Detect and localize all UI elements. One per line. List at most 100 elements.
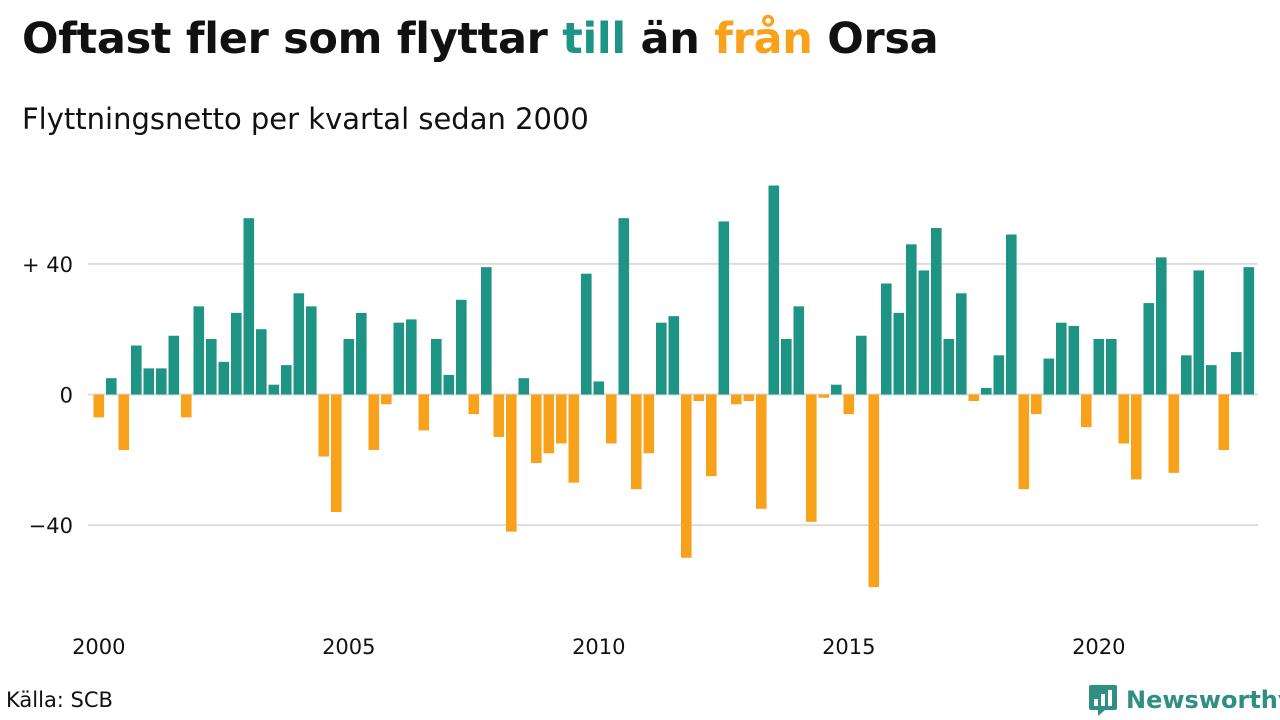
bar <box>618 218 630 395</box>
bar <box>643 394 655 454</box>
bar <box>1056 322 1067 395</box>
bar <box>543 394 555 454</box>
bar <box>1243 267 1255 395</box>
bar <box>156 368 167 395</box>
bar <box>168 335 180 395</box>
bar <box>293 293 305 395</box>
bar <box>693 394 705 402</box>
brand: Newsworthy <box>1088 683 1280 717</box>
bar <box>718 221 730 395</box>
bar <box>1156 257 1167 395</box>
bar <box>1181 355 1192 395</box>
bar <box>1018 394 1030 490</box>
bar <box>906 244 917 395</box>
y-axis-ticks: + 40 0 −40 <box>22 253 73 538</box>
bar <box>968 394 980 402</box>
bar <box>893 312 905 395</box>
bar <box>1106 339 1117 395</box>
bar <box>468 394 480 415</box>
bar <box>431 339 442 395</box>
bar <box>818 394 830 398</box>
bar <box>281 365 292 395</box>
bar <box>331 394 342 513</box>
bar <box>406 319 417 395</box>
bar <box>256 329 267 395</box>
bar <box>106 378 117 395</box>
bar <box>1118 394 1130 444</box>
bar <box>393 322 405 395</box>
bar <box>518 378 530 395</box>
bar <box>1231 352 1242 395</box>
bar <box>181 394 192 418</box>
bar <box>581 273 592 395</box>
bar <box>668 316 680 395</box>
bar <box>1206 365 1217 395</box>
bar <box>381 394 392 405</box>
bar <box>956 293 967 395</box>
bar <box>856 335 867 395</box>
bar <box>456 299 467 395</box>
bar <box>993 355 1005 395</box>
bar <box>843 394 855 415</box>
title-till: till <box>562 14 626 64</box>
bar <box>418 394 430 431</box>
bar <box>493 394 505 437</box>
bar <box>1218 394 1230 450</box>
bar <box>768 185 780 395</box>
bar <box>731 394 742 405</box>
bar <box>531 394 542 464</box>
bar <box>343 339 355 395</box>
bar <box>1143 303 1155 395</box>
bar <box>781 339 792 395</box>
bar <box>1168 394 1180 473</box>
x-tick-label: 2000 <box>72 635 125 659</box>
bar <box>1093 339 1105 395</box>
bar <box>1006 234 1017 395</box>
bar <box>206 339 217 395</box>
bar <box>568 394 580 483</box>
x-tick-label: 2020 <box>1072 635 1125 659</box>
y-tick-label: + 40 <box>22 253 73 277</box>
bar <box>831 384 842 395</box>
title-fran: från <box>714 14 813 64</box>
bar <box>793 306 805 395</box>
bar <box>118 394 130 450</box>
bar <box>656 322 667 395</box>
bar <box>243 218 255 395</box>
bar <box>981 387 992 395</box>
bar <box>1031 394 1042 415</box>
bar <box>506 394 517 532</box>
x-tick-label: 2005 <box>322 635 375 659</box>
brand-name: Newsworthy <box>1126 686 1280 714</box>
y-tick-label: 0 <box>60 384 73 408</box>
bar <box>368 394 380 450</box>
bar <box>481 267 492 395</box>
y-tick-label: −40 <box>29 514 73 538</box>
source-note: Källa: SCB <box>6 688 113 712</box>
bar <box>1043 358 1055 395</box>
bar <box>593 381 605 395</box>
bar <box>743 394 755 402</box>
bar <box>93 394 105 418</box>
bar <box>806 394 817 522</box>
bar <box>706 394 717 477</box>
bar <box>606 394 617 444</box>
bar <box>193 306 205 395</box>
bar <box>918 270 930 395</box>
bar <box>1068 325 1080 395</box>
bar <box>443 374 455 395</box>
bar <box>681 394 692 558</box>
bar <box>868 394 880 588</box>
bar <box>318 394 330 457</box>
bar <box>268 384 280 395</box>
bar <box>943 339 955 395</box>
x-axis-ticks: 2000 2005 2010 2015 2020 <box>72 635 1125 659</box>
bar <box>356 312 367 395</box>
bar <box>306 306 317 395</box>
title-prefix: Oftast fler som flyttar <box>22 14 563 64</box>
bar <box>1131 394 1142 480</box>
bar <box>881 283 892 395</box>
bar <box>131 345 142 395</box>
bar <box>1081 394 1092 428</box>
